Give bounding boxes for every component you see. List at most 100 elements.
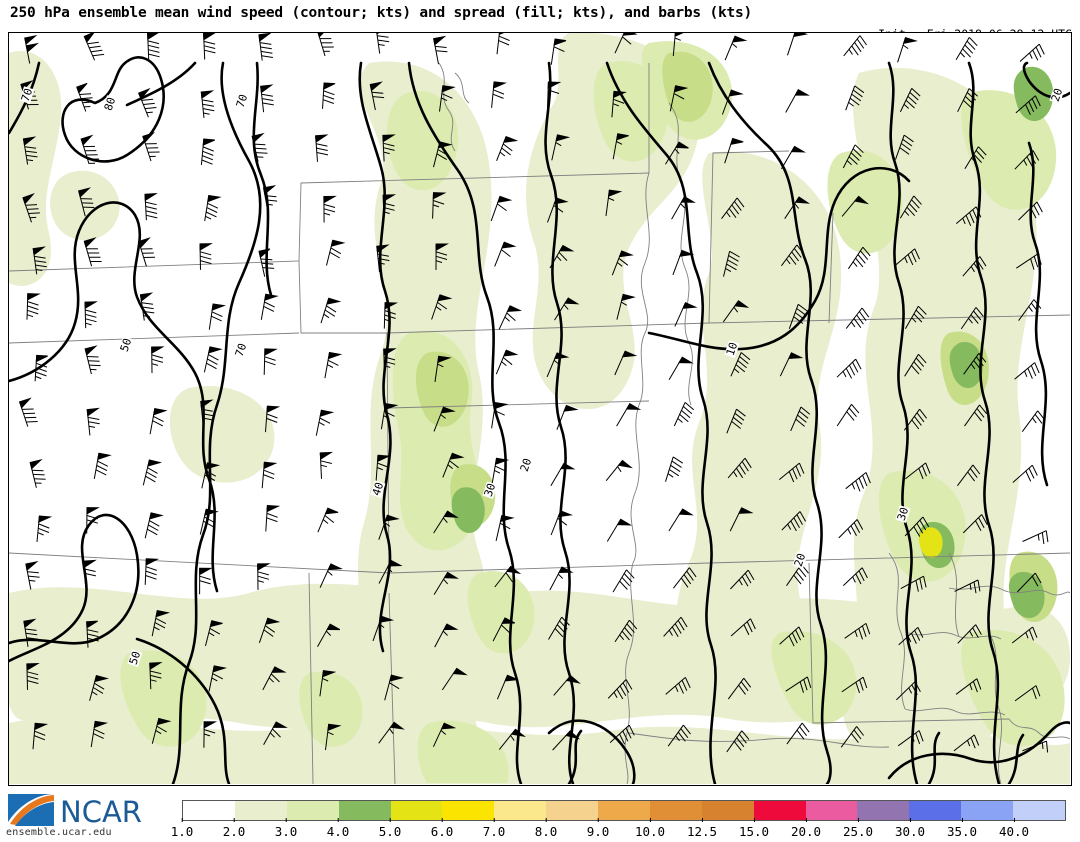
wind-barb [904,305,927,330]
wind-barb [614,33,638,54]
wind-barb [18,397,38,427]
ncar-logo[interactable]: NCAR [6,792,176,840]
colorbar[interactable]: 1.0 2.0 3.0 4.0 5.0 6.0 7.0 8.0 9.0 10.0 12.5 15.0 2… [171,800,1066,842]
wind-barb [200,399,214,428]
wind-barb [903,408,927,431]
wind-barb [548,616,570,640]
wind-barb [674,302,698,327]
wind-barb [836,403,860,427]
wind-barb [894,248,920,266]
wind-barb [1018,201,1043,221]
colorbar-cell [338,801,391,820]
wind-barb [550,462,576,487]
wind-barb [369,81,385,111]
wind-barb [547,81,562,109]
wind-barb [25,561,40,590]
wind-barb [842,144,864,169]
wind-barb [322,82,336,109]
wind-barb [724,35,748,61]
wind-barb [433,510,459,534]
wind-barb [1014,150,1040,170]
wind-barb [900,575,927,592]
wind-barb [672,33,684,57]
wind-barb [962,256,987,277]
colorbar-cell [909,801,962,820]
wind-barb [325,723,342,751]
wind-barb [138,237,156,267]
wind-barb [261,461,278,489]
wind-barb [315,134,329,162]
wind-barb [32,246,47,275]
wind-barb [546,352,570,378]
wind-barb [550,510,573,536]
wind-barb [726,730,750,753]
wind-barb [841,195,870,217]
wind-barb [144,192,158,221]
wind-barb [963,352,987,375]
wind-barb [727,457,752,479]
colorbar-cell [857,801,910,820]
colorbar-cell [649,801,702,820]
wind-barb [895,134,914,160]
wind-barb [490,195,513,222]
wind-barb [32,722,49,750]
wind-barb [899,195,922,219]
wind-barb [957,624,982,644]
wind-barb [547,197,569,223]
contour-label: 30 [609,785,624,786]
wind-barb [845,85,865,111]
svg-text:NCAR: NCAR [60,795,142,829]
wind-barb [324,351,343,379]
wind-barb [86,407,100,436]
colorbar-swatches[interactable] [182,800,1066,821]
wind-barb [24,35,39,64]
wind-barb [434,355,452,383]
wind-barb [319,451,334,479]
colorbar-cell [701,801,754,820]
wind-barb [262,666,287,691]
ncar-logo-graphic: NCAR [8,794,142,829]
wind-barb [142,459,163,486]
wind-barb [433,35,448,65]
wind-barb [554,297,580,321]
wind-barb [496,135,519,161]
wind-barb [205,620,223,647]
colorbar-cell [961,801,1013,820]
wind-barb [323,195,337,223]
wind-barb [663,616,688,637]
wind-barb [785,676,812,693]
wind-barb [375,454,391,482]
wind-barb [491,402,509,429]
wind-barb [260,84,274,113]
wind-barb [86,507,100,534]
wind-barb [1017,572,1042,593]
wind-barb [836,358,862,379]
wind-barb [612,569,635,593]
wind-barb [730,569,755,590]
wind-barb [552,730,581,751]
wind-barb [496,674,518,700]
wind-barb [80,134,100,164]
wind-barb [787,33,809,56]
wind-barb [605,459,633,482]
wind-barb [326,239,346,266]
wind-barb [491,81,507,108]
map-panel[interactable]: 7080705070104030203020503030201020 [8,32,1072,786]
wind-barb [78,187,95,217]
wind-barb [897,36,918,63]
wind-barb [263,721,288,745]
wind-barb [26,663,40,690]
wind-barb [147,33,160,60]
wind-barb [778,462,805,483]
colorbar-cell [598,801,650,820]
colorbar-tick: 8.0 [535,818,557,839]
wind-barb [22,193,40,223]
colorbar-tick: 9.0 [587,818,609,839]
wind-barb [83,559,97,588]
wind-barb [200,90,215,118]
wind-barb [383,348,397,376]
wind-barb [904,516,930,537]
wind-barb [260,293,279,320]
colorbar-tick: 25.0 [843,818,873,839]
